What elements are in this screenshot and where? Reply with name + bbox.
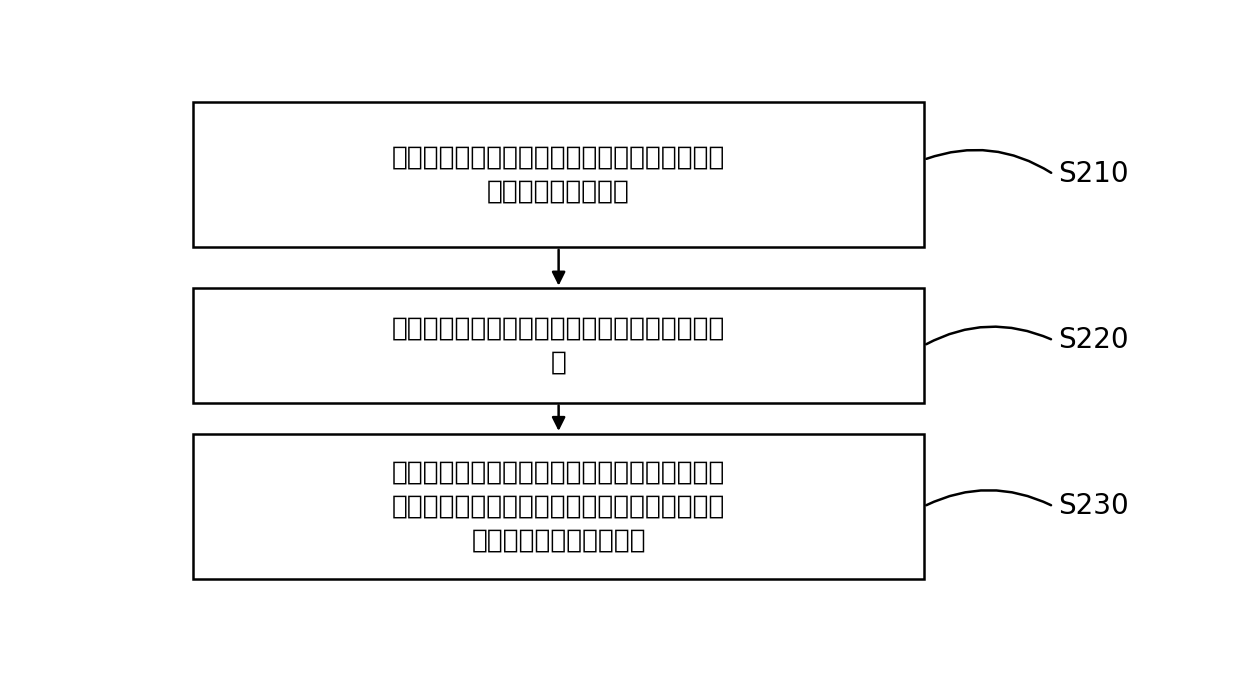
Text: 制模块发射所述控制信号: 制模块发射所述控制信号 bbox=[471, 527, 646, 553]
Text: 经过所述预设时间间隔后，所述处理模块生成所: 经过所述预设时间间隔后，所述处理模块生成所 bbox=[392, 460, 725, 486]
Text: 在安装所述翻牌式显示器之前，在所述处理模块: 在安装所述翻牌式显示器之前，在所述处理模块 bbox=[392, 144, 725, 171]
Text: 所述处理模块根据所述目标指令生成预设时间间: 所述处理模块根据所述目标指令生成预设时间间 bbox=[392, 315, 725, 342]
Text: S220: S220 bbox=[1058, 326, 1128, 355]
Text: S230: S230 bbox=[1058, 493, 1130, 520]
Text: S210: S210 bbox=[1058, 160, 1128, 188]
Bar bbox=[193, 102, 924, 247]
Text: 述控制信号，并传输至所述控制模块，使所述控: 述控制信号，并传输至所述控制模块，使所述控 bbox=[392, 493, 725, 520]
Text: 隔: 隔 bbox=[551, 349, 567, 375]
Bar bbox=[193, 434, 924, 579]
Text: 中存储所述目标指令: 中存储所述目标指令 bbox=[487, 178, 630, 204]
Bar bbox=[193, 288, 924, 402]
